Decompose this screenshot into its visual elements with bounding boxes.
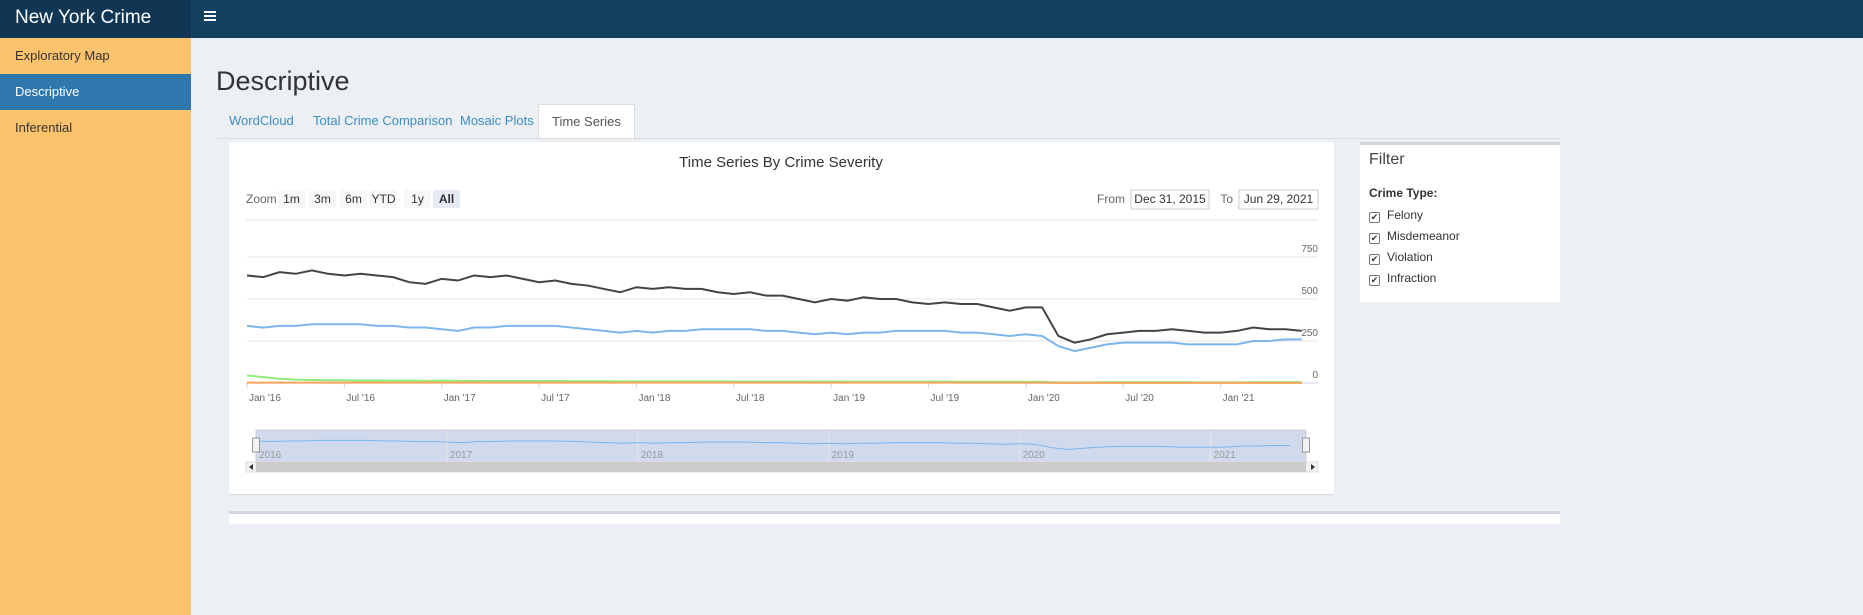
tab[interactable]: Mosaic Plots [460, 113, 534, 128]
navigator-handle[interactable] [252, 437, 260, 453]
checkbox-label: Violation [1387, 250, 1433, 264]
filter-box: Filter Crime Type: ✔ Felony ✔ Misdemeanor ✔ V… [1360, 142, 1560, 302]
series-line [246, 323, 1302, 353]
checkbox-box[interactable]: ✔ [1369, 254, 1380, 265]
chart-box: Time Series By Crime Severity Zoom 1m 3m 6m… [229, 142, 1334, 494]
navigator-tick-label: 2020 [1023, 450, 1046, 461]
checkbox-box[interactable]: ✔ [1369, 212, 1380, 223]
from-label: From [1097, 192, 1125, 206]
zoom-button[interactable] [278, 190, 305, 208]
x-tick-label: Jan '21 [1223, 393, 1255, 404]
chart-title: Time Series By Crime Severity [679, 154, 883, 171]
checkbox-box[interactable]: ✔ [1369, 233, 1380, 244]
y-tick-label: 750 [1301, 244, 1318, 255]
navigator-tick-label: 2018 [641, 450, 664, 461]
scrollbar-arrow[interactable] [249, 464, 253, 470]
navigator-tick-label: 2021 [1214, 450, 1237, 461]
to-label: To [1220, 192, 1233, 206]
chart: Time Series By Crime Severity Zoom 1m 3m 6m… [245, 154, 1319, 473]
checkbox-box[interactable]: ✔ [1369, 275, 1380, 286]
scrollbar-thumb[interactable] [256, 462, 1306, 472]
x-tick-label: Jan '16 [249, 393, 281, 404]
tab[interactable]: Total Crime Comparison [313, 113, 453, 128]
checkbox-label: Felony [1387, 208, 1424, 222]
navigator-tick-label: 2016 [259, 450, 282, 461]
navigator-line [255, 439, 1291, 450]
navigator-tick-label: 2017 [450, 450, 473, 461]
x-tick-label: Jul '19 [931, 393, 960, 404]
y-tick-label: 250 [1301, 328, 1318, 339]
to-input[interactable] [1238, 189, 1319, 210]
tab[interactable]: WordCloud [229, 113, 294, 128]
x-tick-label: Jan '20 [1028, 393, 1060, 404]
checkbox[interactable]: ✔ Violation [1369, 250, 1559, 268]
zoom-button-label[interactable]: 1y [411, 192, 424, 206]
zoom-button[interactable] [340, 190, 367, 208]
zoom-button[interactable] [309, 190, 336, 208]
scrollbar-arrow[interactable] [1311, 464, 1315, 470]
tab-border [216, 138, 1560, 139]
zoom-button-label[interactable]: All [439, 192, 454, 206]
x-tick-label: Jul '16 [346, 393, 375, 404]
checkbox-label: Infraction [1387, 271, 1437, 285]
sidebar-item[interactable]: Descriptive [0, 74, 191, 110]
zoom-button[interactable] [433, 190, 460, 208]
from-value: Dec 31, 2015 [1134, 192, 1206, 206]
header-bar [0, 0, 1863, 38]
x-tick-label: Jul '18 [736, 393, 765, 404]
navigator-tick-label: 2019 [832, 450, 855, 461]
series-line [246, 374, 1302, 384]
x-tick-label: Jul '17 [541, 393, 570, 404]
checkbox[interactable]: ✔ Felony [1369, 208, 1559, 226]
from-input[interactable] [1130, 189, 1210, 210]
checkbox[interactable]: ✔ Infraction [1369, 271, 1559, 289]
sidebar-item[interactable]: Exploratory Map [15, 48, 110, 63]
filter-title: Filter [1369, 151, 1405, 168]
next-box [229, 511, 1560, 524]
menu-toggle[interactable] [204, 10, 216, 22]
x-tick-label: Jul '20 [1125, 393, 1154, 404]
page-title: Descriptive [216, 66, 350, 96]
tab[interactable]: Time Series [538, 104, 635, 138]
filter-label: Crime Type: [1369, 186, 1438, 200]
zoom-button-label[interactable]: 6m [345, 192, 362, 206]
navigator-handle[interactable] [1302, 437, 1310, 453]
checkbox[interactable]: ✔ Misdemeanor [1369, 229, 1559, 247]
zoom-label: Zoom [246, 192, 277, 206]
y-tick-label: 500 [1301, 286, 1318, 297]
zoom-button-label[interactable]: 1m [283, 192, 300, 206]
to-value: Jun 29, 2021 [1244, 192, 1314, 206]
y-tick-label: 0 [1312, 370, 1318, 381]
x-tick-label: Jan '19 [833, 393, 865, 404]
x-tick-label: Jan '17 [444, 393, 476, 404]
sidebar-item[interactable]: Inferential [15, 120, 73, 135]
x-tick-label: Jan '18 [638, 393, 670, 404]
app-title: New York Crime Rate [0, 0, 191, 64]
zoom-button-label[interactable]: YTD [372, 192, 396, 206]
zoom-button-label[interactable]: 3m [314, 192, 331, 206]
sidebar: Exploratory Map Descriptive Inferential [0, 38, 191, 615]
navigator-mask [256, 430, 1306, 462]
checkbox-label: Misdemeanor [1387, 229, 1460, 243]
zoom-button[interactable] [404, 190, 431, 208]
series-line [246, 269, 1302, 344]
zoom-button[interactable] [370, 190, 397, 208]
